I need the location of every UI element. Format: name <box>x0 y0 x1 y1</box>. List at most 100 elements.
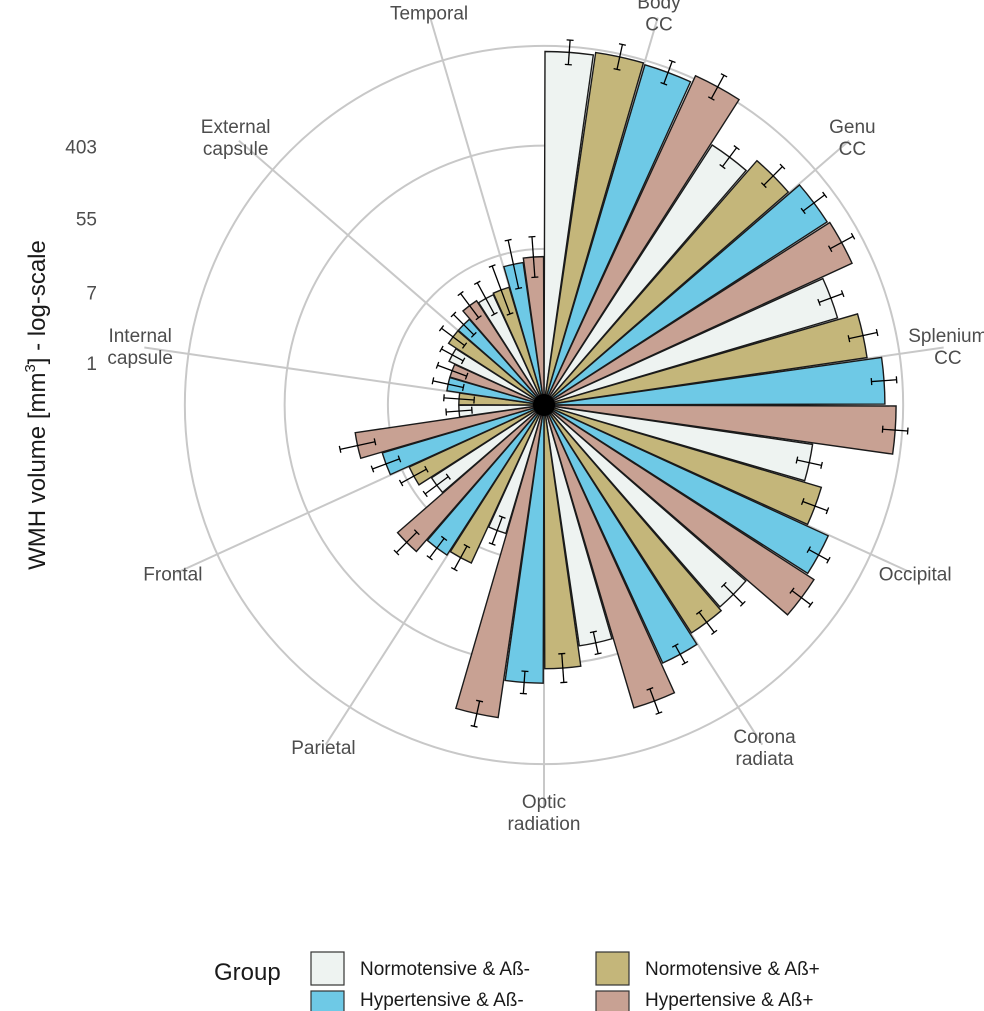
category-label: Parietal <box>291 738 355 759</box>
error-bar-cap <box>506 312 514 316</box>
legend-swatch-normotensive-abeta-neg <box>310 951 345 986</box>
category-label: Optic radiation <box>508 792 581 835</box>
error-bar <box>491 265 511 315</box>
category-label: Occipital <box>879 564 952 585</box>
error-bar-cap <box>847 335 851 343</box>
error-bar-cap <box>660 81 668 86</box>
error-bar-cap <box>393 549 400 556</box>
error-bar-cap <box>840 290 845 298</box>
error-bar <box>522 671 526 694</box>
error-bar <box>663 61 673 84</box>
category-label: Internal capsule <box>107 326 173 369</box>
error-bar-cap <box>671 643 679 648</box>
error-bar <box>372 458 400 470</box>
error-bar-cap <box>438 325 445 332</box>
error-bar <box>531 236 536 278</box>
error-bar-cap <box>806 546 812 553</box>
error-bar-cap <box>424 465 429 473</box>
error-bar <box>476 282 495 315</box>
error-bar-cap <box>800 498 805 506</box>
error-bar-cap <box>822 191 828 199</box>
error-bar-cap <box>426 555 433 561</box>
error-bar <box>818 292 843 304</box>
y-axis-title-tail: ] - log-scale <box>24 240 51 364</box>
error-bar <box>437 364 467 377</box>
error-bar-cap <box>504 238 512 242</box>
error-bar <box>871 379 897 383</box>
error-bar <box>791 590 812 606</box>
error-bar-cap <box>707 96 715 101</box>
error-bar-cap <box>711 629 718 636</box>
error-bar-cap <box>373 438 377 446</box>
error-bar <box>443 397 475 401</box>
error-bar <box>882 428 908 432</box>
error-bar <box>429 538 445 559</box>
error-bar-cap <box>789 587 795 594</box>
error-bar <box>424 476 449 495</box>
error-bar-cap <box>618 43 626 46</box>
legend-label-hypertensive-abeta-neg: Hypertensive & Aß- <box>360 990 524 1011</box>
error-bar-cap <box>470 724 478 728</box>
legend-title: Group <box>214 959 281 986</box>
error-bar-cap <box>594 652 602 656</box>
error-bar <box>802 194 826 212</box>
category-label: Splenium CC <box>908 326 984 369</box>
error-bar <box>796 459 822 467</box>
error-bar-cap <box>733 145 740 151</box>
error-bar <box>649 688 660 714</box>
error-bar-cap <box>457 290 464 297</box>
error-bar-cap <box>470 331 477 338</box>
legend: Group Normotensive & Aß- Normotensive & … <box>214 951 820 1011</box>
error-bar <box>452 313 475 336</box>
error-bar-cap <box>760 182 767 189</box>
error-bar-cap <box>488 264 496 268</box>
error-bar-cap <box>413 529 420 536</box>
error-bar <box>395 531 418 554</box>
y-axis-title: WMH volume [mm3] - log-scale <box>22 240 51 570</box>
error-bar-cap <box>460 357 466 365</box>
error-bar-cap <box>817 298 821 306</box>
error-bar <box>592 631 599 654</box>
error-bar-cap <box>589 630 597 634</box>
error-bar-cap <box>473 280 481 286</box>
error-bar-cap <box>398 479 404 487</box>
error-bar <box>491 516 503 545</box>
y-axis-ticks: 403 55 7 1 <box>65 137 97 374</box>
error-bar <box>453 545 468 570</box>
error-bar-cap <box>826 556 831 564</box>
center-hub <box>533 394 555 416</box>
error-bar <box>721 147 738 167</box>
error-bar-cap <box>463 543 471 549</box>
error-bar <box>698 611 715 633</box>
error-bar-cap <box>515 287 523 290</box>
error-bar <box>446 409 472 413</box>
category-label: Genu CC <box>829 117 875 160</box>
error-bar <box>561 653 565 683</box>
error-bar <box>339 441 376 450</box>
error-bar-cap <box>461 342 468 349</box>
y-tick-label: 7 <box>86 284 97 305</box>
error-bar-cap <box>439 345 444 353</box>
error-bar <box>710 75 725 99</box>
bar-layer <box>338 39 909 728</box>
error-bar <box>441 327 465 347</box>
category-label: Corona radiata <box>733 727 796 770</box>
error-bar <box>829 235 854 250</box>
error-bar-cap <box>779 163 786 170</box>
legend-label-hypertensive-abeta-pos: Hypertensive & Aß+ <box>645 990 813 1011</box>
error-bar <box>763 166 783 186</box>
error-bar-cap <box>613 67 621 71</box>
legend-swatch-normotensive-abeta-pos <box>595 951 630 986</box>
error-bar-cap <box>491 311 498 317</box>
category-label: Frontal <box>143 564 202 585</box>
error-bar-cap <box>739 600 746 607</box>
error-bar-cap <box>655 711 663 715</box>
error-bar-cap <box>464 372 469 380</box>
error-bar <box>674 645 686 664</box>
error-bar-cap <box>820 461 823 469</box>
legend-label-normotensive-abeta-pos: Normotensive & Aß+ <box>645 959 820 980</box>
error-bar <box>567 40 571 65</box>
category-label: Body CC <box>637 0 681 36</box>
error-bar-cap <box>668 59 676 64</box>
